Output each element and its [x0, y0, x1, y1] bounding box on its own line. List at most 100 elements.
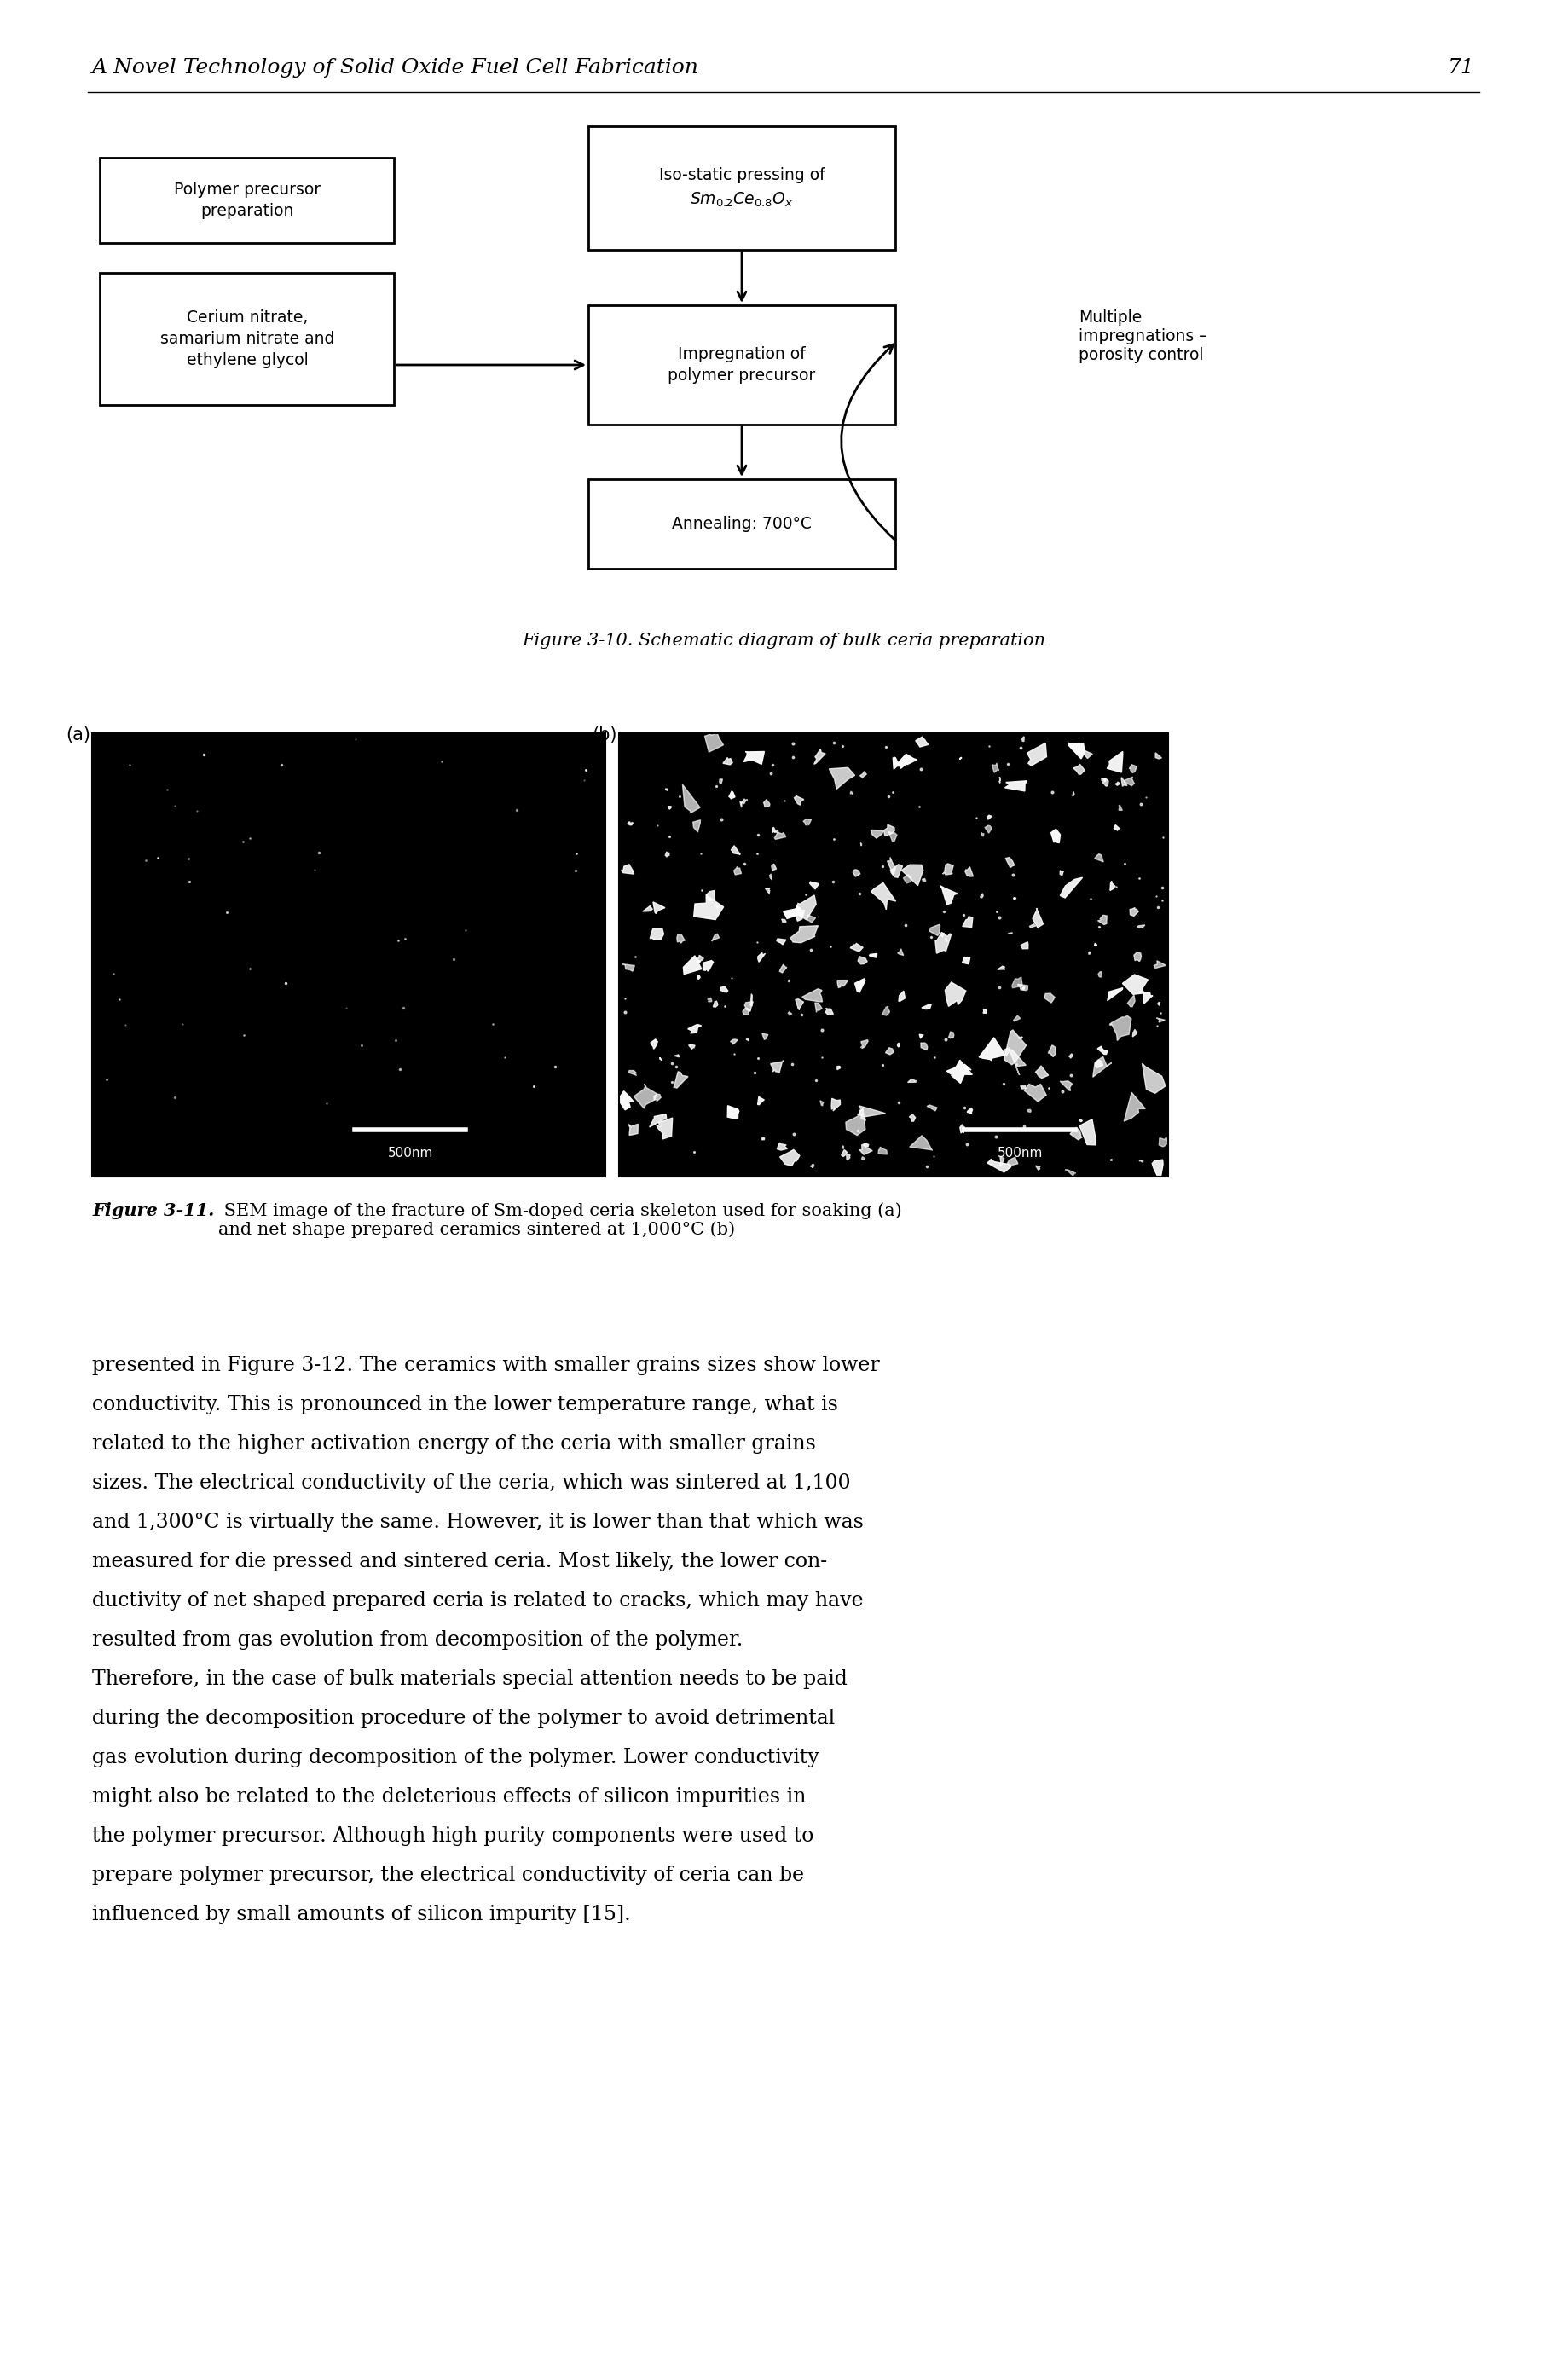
Polygon shape — [784, 909, 800, 918]
Polygon shape — [776, 939, 786, 944]
Polygon shape — [789, 1013, 792, 1015]
Polygon shape — [1073, 764, 1085, 774]
Polygon shape — [654, 1093, 662, 1103]
Text: prepare polymer precursor, the electrical conductivity of ceria can be: prepare polymer precursor, the electrica… — [93, 1864, 804, 1886]
Polygon shape — [674, 1072, 688, 1088]
Polygon shape — [707, 998, 712, 1001]
Polygon shape — [1005, 856, 1014, 868]
Polygon shape — [803, 989, 822, 1001]
Polygon shape — [884, 826, 895, 835]
Polygon shape — [837, 1067, 840, 1069]
Polygon shape — [1134, 953, 1142, 961]
Polygon shape — [1073, 793, 1074, 795]
Polygon shape — [869, 953, 877, 958]
Polygon shape — [861, 1114, 866, 1121]
Polygon shape — [627, 821, 632, 826]
Polygon shape — [743, 1008, 751, 1015]
Polygon shape — [978, 1039, 1005, 1060]
Polygon shape — [1101, 778, 1109, 786]
Polygon shape — [930, 925, 941, 935]
Text: conductivity. This is pronounced in the lower temperature range, what is: conductivity. This is pronounced in the … — [93, 1396, 837, 1415]
Polygon shape — [621, 864, 633, 873]
Polygon shape — [859, 771, 867, 778]
Polygon shape — [1060, 871, 1063, 875]
Polygon shape — [919, 1034, 924, 1039]
Polygon shape — [820, 1100, 823, 1105]
Polygon shape — [1035, 1065, 1049, 1079]
Polygon shape — [1157, 1017, 1165, 1022]
Polygon shape — [1124, 776, 1134, 786]
Polygon shape — [792, 906, 804, 920]
Polygon shape — [803, 819, 811, 826]
Polygon shape — [633, 1084, 657, 1107]
Polygon shape — [983, 1010, 986, 1013]
Bar — [619, 733, 1168, 1176]
Polygon shape — [946, 982, 966, 1006]
Polygon shape — [935, 932, 952, 953]
Polygon shape — [808, 916, 815, 923]
Polygon shape — [660, 1058, 662, 1060]
Polygon shape — [1093, 1058, 1112, 1077]
Polygon shape — [731, 845, 740, 854]
Bar — [588, 305, 895, 424]
Polygon shape — [1069, 1129, 1082, 1140]
Polygon shape — [1065, 1169, 1076, 1176]
Text: during the decomposition procedure of the polymer to avoid detrimental: during the decomposition procedure of th… — [93, 1708, 834, 1727]
Bar — [619, 733, 1168, 1176]
Polygon shape — [734, 866, 742, 875]
Polygon shape — [920, 1043, 927, 1051]
Polygon shape — [895, 755, 917, 769]
Polygon shape — [743, 752, 764, 764]
Polygon shape — [764, 800, 770, 807]
Polygon shape — [909, 1114, 916, 1121]
Polygon shape — [770, 1062, 782, 1072]
Polygon shape — [811, 1164, 814, 1169]
Polygon shape — [862, 1157, 866, 1159]
Polygon shape — [707, 890, 715, 901]
Text: 500nm: 500nm — [997, 1148, 1043, 1159]
Bar — [588, 125, 895, 251]
Polygon shape — [795, 998, 804, 1010]
Polygon shape — [765, 887, 770, 894]
Polygon shape — [964, 1065, 971, 1069]
Polygon shape — [897, 1043, 900, 1048]
Polygon shape — [771, 864, 776, 871]
Polygon shape — [1156, 752, 1162, 759]
Polygon shape — [728, 1105, 739, 1119]
Polygon shape — [1007, 1157, 1018, 1166]
Polygon shape — [993, 764, 999, 774]
Polygon shape — [781, 918, 786, 923]
Text: the polymer precursor. Although high purity components were used to: the polymer precursor. Although high pur… — [93, 1827, 814, 1845]
Polygon shape — [892, 757, 900, 769]
Polygon shape — [757, 1098, 764, 1105]
Polygon shape — [889, 830, 897, 842]
Polygon shape — [1008, 1048, 1025, 1074]
Polygon shape — [1004, 1048, 1010, 1055]
Text: presented in Figure 3-12. The ceramics with smaller grains sizes show lower: presented in Figure 3-12. The ceramics w… — [93, 1356, 880, 1375]
Polygon shape — [688, 1043, 695, 1048]
Polygon shape — [850, 944, 862, 951]
Polygon shape — [809, 883, 818, 890]
Polygon shape — [886, 1048, 894, 1055]
Polygon shape — [963, 956, 971, 963]
Polygon shape — [941, 885, 958, 904]
Polygon shape — [1069, 1053, 1073, 1058]
Text: 71: 71 — [1447, 59, 1475, 78]
Polygon shape — [698, 975, 701, 980]
Polygon shape — [845, 1107, 866, 1136]
Polygon shape — [1113, 826, 1120, 830]
Polygon shape — [643, 906, 652, 911]
Polygon shape — [878, 1148, 887, 1155]
Polygon shape — [1027, 743, 1046, 767]
Text: SEM image of the fracture of Sm-doped ceria skeleton used for soaking (a)
and ne: SEM image of the fracture of Sm-doped ce… — [218, 1202, 902, 1237]
Polygon shape — [1157, 1003, 1160, 1006]
Polygon shape — [1060, 878, 1082, 897]
Polygon shape — [682, 786, 701, 814]
Polygon shape — [1022, 987, 1025, 989]
Text: Impregnation of
polymer precursor: Impregnation of polymer precursor — [668, 345, 815, 383]
Polygon shape — [740, 802, 742, 807]
Polygon shape — [941, 932, 944, 937]
Polygon shape — [1011, 977, 1022, 989]
Polygon shape — [618, 1091, 633, 1110]
Polygon shape — [729, 790, 735, 800]
